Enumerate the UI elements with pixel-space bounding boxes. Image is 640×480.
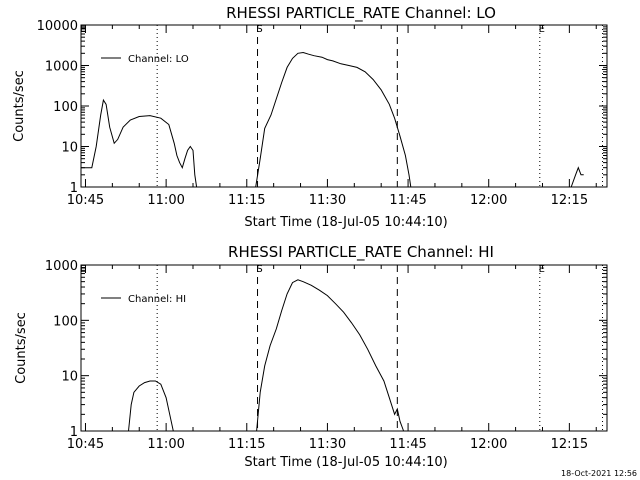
y-tick-label: 1 bbox=[70, 181, 78, 196]
series-line bbox=[128, 380, 174, 432]
legend: Channel: LO bbox=[101, 54, 189, 65]
plot-frame bbox=[80, 264, 608, 432]
x-tick-label: 11:30 bbox=[309, 437, 346, 452]
series-line bbox=[570, 166, 584, 188]
series-lines bbox=[81, 51, 584, 188]
legend: Channel: HI bbox=[101, 294, 186, 305]
chart-title: RHESSI PARTICLE_RATE Channel: LO bbox=[226, 4, 496, 23]
legend-label: Channel: LO bbox=[128, 54, 189, 65]
x-axis-ticks: 10:45 11:00 11:15 11:30 11:45 12:00 12:15 bbox=[67, 265, 597, 452]
x-tick-label: 11:15 bbox=[228, 437, 265, 452]
marker-label: S bbox=[256, 24, 262, 35]
x-axis-label: Start Time (18-Jul-05 10:44:10) bbox=[244, 215, 447, 230]
y-axis-ticks: 1 10 100 1000 10000 bbox=[37, 19, 607, 196]
marker-label: S bbox=[256, 264, 262, 275]
timestamp: 18-Oct-2021 12:56 bbox=[561, 469, 637, 478]
y-tick-label: 100 bbox=[53, 100, 78, 115]
y-tick-label: 10000 bbox=[37, 19, 78, 34]
x-tick-label: 11:45 bbox=[389, 193, 426, 208]
x-tick-label: 11:00 bbox=[147, 193, 184, 208]
x-tick-label: 11:30 bbox=[309, 193, 346, 208]
series-line bbox=[255, 51, 412, 188]
marker-label: E bbox=[80, 24, 86, 35]
x-tick-label: 10:45 bbox=[67, 193, 104, 208]
y-tick-label: 10 bbox=[61, 370, 78, 385]
y-tick-label: 1000 bbox=[45, 259, 78, 274]
x-tick-label: 12:15 bbox=[551, 437, 588, 452]
marker-label: E bbox=[539, 24, 545, 35]
marker-label: E bbox=[539, 264, 545, 275]
x-tick-label: 10:45 bbox=[67, 437, 104, 452]
x-axis-label: Start Time (18-Jul-05 10:44:10) bbox=[244, 455, 447, 470]
x-tick-label: 12:15 bbox=[551, 193, 588, 208]
series-line bbox=[81, 98, 198, 188]
y-axis-ticks: 1 10 100 1000 bbox=[45, 259, 607, 440]
chart-title: RHESSI PARTICLE_RATE Channel: HI bbox=[228, 243, 494, 262]
x-tick-label: 11:15 bbox=[228, 193, 265, 208]
marker-label: E bbox=[80, 264, 86, 275]
y-tick-label: 100 bbox=[53, 314, 78, 329]
legend-label: Channel: HI bbox=[128, 294, 186, 305]
y-axis-label: Counts/sec bbox=[14, 312, 29, 384]
series-lines bbox=[128, 279, 405, 432]
y-axis-label: Counts/sec bbox=[12, 70, 27, 142]
series-line bbox=[256, 279, 405, 432]
x-tick-label: 11:00 bbox=[147, 437, 184, 452]
plot-frame bbox=[80, 24, 608, 188]
x-tick-label: 12:00 bbox=[470, 437, 507, 452]
y-tick-label: 1000 bbox=[45, 60, 78, 75]
x-tick-label: 12:00 bbox=[470, 193, 507, 208]
y-tick-label: 10 bbox=[61, 141, 78, 156]
y-tick-label: 1 bbox=[70, 425, 78, 440]
x-tick-label: 11:45 bbox=[389, 437, 426, 452]
x-axis-ticks: 10:45 11:00 11:15 11:30 11:45 12:00 12:15 bbox=[67, 25, 597, 208]
